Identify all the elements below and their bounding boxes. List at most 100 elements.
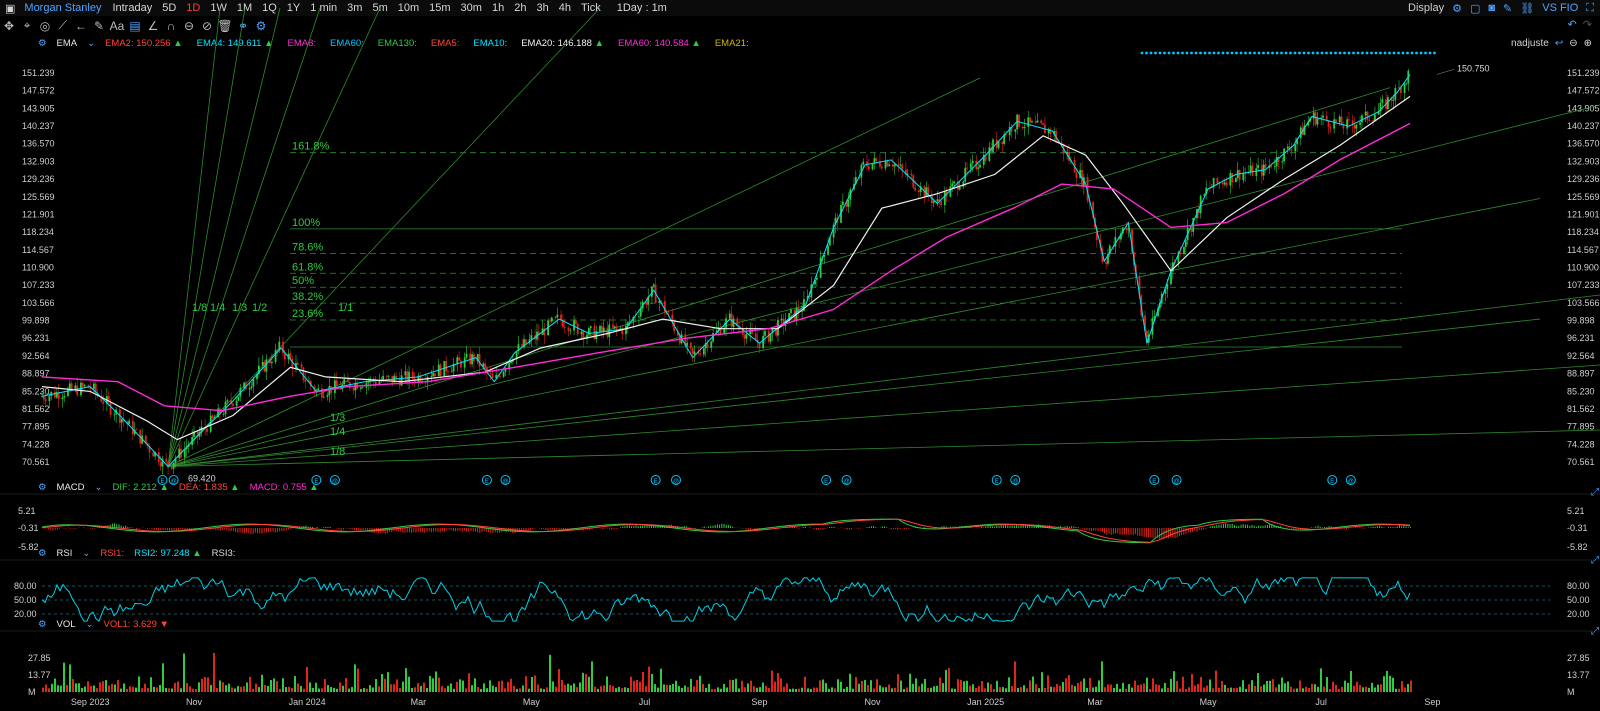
pen-icon[interactable]: ✎ bbox=[93, 18, 105, 33]
period-tab[interactable]: 3h bbox=[536, 2, 549, 14]
display-menu[interactable]: Display bbox=[1408, 2, 1445, 14]
ema-settings-icon[interactable]: ⚙ bbox=[38, 38, 47, 49]
adjust-mode[interactable]: nadjuste bbox=[1511, 38, 1549, 49]
volume-bar bbox=[1404, 687, 1406, 692]
hide-icon[interactable]: ⊘ bbox=[201, 18, 213, 33]
layout-icon[interactable]: ▢ bbox=[1469, 2, 1481, 15]
candle-body bbox=[1273, 166, 1276, 168]
line-tool-icon[interactable]: ⟋ bbox=[58, 18, 68, 32]
period-tab[interactable]: Intraday bbox=[112, 2, 153, 14]
candle-body bbox=[1381, 99, 1384, 103]
interval-select[interactable]: 1Day : 1m bbox=[616, 2, 667, 14]
candle-body bbox=[749, 329, 752, 335]
volume-bar bbox=[540, 688, 542, 692]
vol-name[interactable]: VOL bbox=[56, 619, 76, 630]
candle-body bbox=[334, 380, 336, 393]
volume-bar bbox=[894, 687, 896, 692]
chevron-down-icon[interactable]: ⌄ bbox=[94, 482, 103, 493]
volume-bar bbox=[843, 688, 845, 692]
period-tab[interactable]: 1h bbox=[491, 2, 505, 14]
x-tick-label: May bbox=[523, 697, 541, 707]
period-tab[interactable]: 5m bbox=[372, 2, 388, 14]
pen-icon[interactable]: ✎ bbox=[1503, 2, 1513, 15]
volume-bar bbox=[1281, 677, 1283, 692]
minus-circle-icon[interactable]: ⊖ bbox=[1569, 38, 1578, 49]
period-tab[interactable]: Tick bbox=[580, 2, 601, 14]
candle-body bbox=[1364, 111, 1367, 116]
ring-icon[interactable]: ⊖ bbox=[183, 18, 195, 33]
period-tab[interactable]: 4h bbox=[558, 2, 571, 14]
period-tab[interactable]: 5D bbox=[162, 2, 177, 14]
candle-body bbox=[1268, 165, 1271, 168]
circle-icon[interactable]: ◎ bbox=[39, 18, 51, 33]
macd-name[interactable]: MACD bbox=[56, 482, 85, 493]
volume-bar bbox=[78, 683, 80, 692]
marker-dot bbox=[1388, 51, 1391, 55]
ema-name[interactable]: EMA bbox=[56, 38, 78, 49]
candle-body bbox=[1082, 177, 1085, 187]
fullscreen-icon[interactable]: ⛶ bbox=[1586, 1, 1594, 14]
undo-icon[interactable]: ↶ bbox=[1567, 19, 1577, 31]
period-tab[interactable]: 10m bbox=[397, 2, 420, 14]
y-tick-left: 121.901 bbox=[22, 209, 55, 219]
candle-body bbox=[904, 169, 907, 175]
chevron-down-icon[interactable]: ⌄ bbox=[82, 548, 91, 559]
symbol-title[interactable]: Morgan Stanley bbox=[24, 2, 102, 14]
return-icon[interactable]: ↩ bbox=[1554, 38, 1564, 49]
volume-bar bbox=[141, 688, 143, 692]
period-tab[interactable]: 3m bbox=[347, 2, 363, 14]
period-tab[interactable]: 1D bbox=[186, 2, 201, 14]
volume-bar bbox=[438, 677, 440, 692]
plus-circle-icon[interactable]: ⊕ bbox=[1583, 38, 1592, 49]
rsi-settings-icon[interactable]: ⚙ bbox=[38, 548, 47, 559]
marker-dot bbox=[1145, 51, 1148, 55]
candle-body bbox=[380, 380, 383, 382]
candle-body bbox=[291, 358, 294, 369]
candle-body bbox=[1160, 293, 1163, 303]
comment-icon[interactable]: ▤ bbox=[129, 18, 141, 33]
chevron-down-icon[interactable]: ⌄ bbox=[85, 619, 94, 630]
period-tab[interactable]: 15m bbox=[429, 2, 451, 14]
angle-icon[interactable]: ∠ bbox=[147, 18, 159, 33]
candle-body bbox=[599, 325, 601, 332]
period-tab[interactable]: 1 min bbox=[310, 2, 338, 14]
volume-bar bbox=[333, 687, 335, 692]
candle-body bbox=[252, 379, 255, 387]
candle-body bbox=[880, 166, 883, 169]
volume-bar bbox=[906, 687, 908, 692]
arrow-icon[interactable]: ← bbox=[75, 18, 87, 33]
trash-icon[interactable]: 🗑 bbox=[217, 18, 233, 33]
text-icon[interactable]: Aa bbox=[109, 18, 125, 33]
gear-icon[interactable]: ⚙ bbox=[1452, 2, 1462, 15]
compare-label[interactable]: VS FIO bbox=[1542, 2, 1579, 14]
link-icon[interactable]: ⚭ bbox=[237, 18, 249, 33]
candle-body bbox=[658, 300, 661, 303]
period-tab[interactable]: 1Y bbox=[286, 2, 301, 14]
period-tab[interactable]: 1Q bbox=[262, 2, 277, 14]
period-tab[interactable]: 2h bbox=[514, 2, 527, 14]
camera-icon[interactable]: ◙ bbox=[1488, 2, 1496, 14]
app-menu-icon[interactable]: ▣ bbox=[5, 2, 16, 15]
y-tick-right: 103.566 bbox=[1567, 298, 1600, 308]
candle-body bbox=[378, 380, 381, 385]
candle-body bbox=[1179, 252, 1182, 254]
rsi-name[interactable]: RSI bbox=[56, 548, 73, 559]
period-tab[interactable]: 1M bbox=[236, 2, 253, 14]
y-tick-right: 81.562 bbox=[1567, 404, 1595, 414]
period-tab[interactable]: 1W bbox=[210, 2, 227, 14]
crosshair-icon[interactable]: ⌖ bbox=[23, 18, 31, 32]
link-icon[interactable]: ⛓ bbox=[1520, 2, 1535, 15]
volume-bar bbox=[819, 680, 821, 692]
macd-settings-icon[interactable]: ⚙ bbox=[38, 482, 47, 493]
period-tab[interactable]: 30m bbox=[460, 2, 482, 14]
magnet-icon[interactable]: ∩ bbox=[166, 18, 176, 33]
marker-dot bbox=[1424, 51, 1427, 55]
redo-icon[interactable]: ↷ bbox=[1582, 19, 1592, 31]
fan-line bbox=[167, 7, 381, 467]
candle-body bbox=[951, 183, 954, 187]
vol-settings-icon[interactable]: ⚙ bbox=[38, 619, 47, 630]
chevron-down-icon[interactable]: ⌄ bbox=[87, 38, 96, 49]
settings-icon[interactable]: ⚙ bbox=[255, 18, 267, 33]
event-marker-glyph: @ bbox=[673, 479, 679, 485]
move-icon[interactable]: ✥ bbox=[3, 18, 15, 33]
